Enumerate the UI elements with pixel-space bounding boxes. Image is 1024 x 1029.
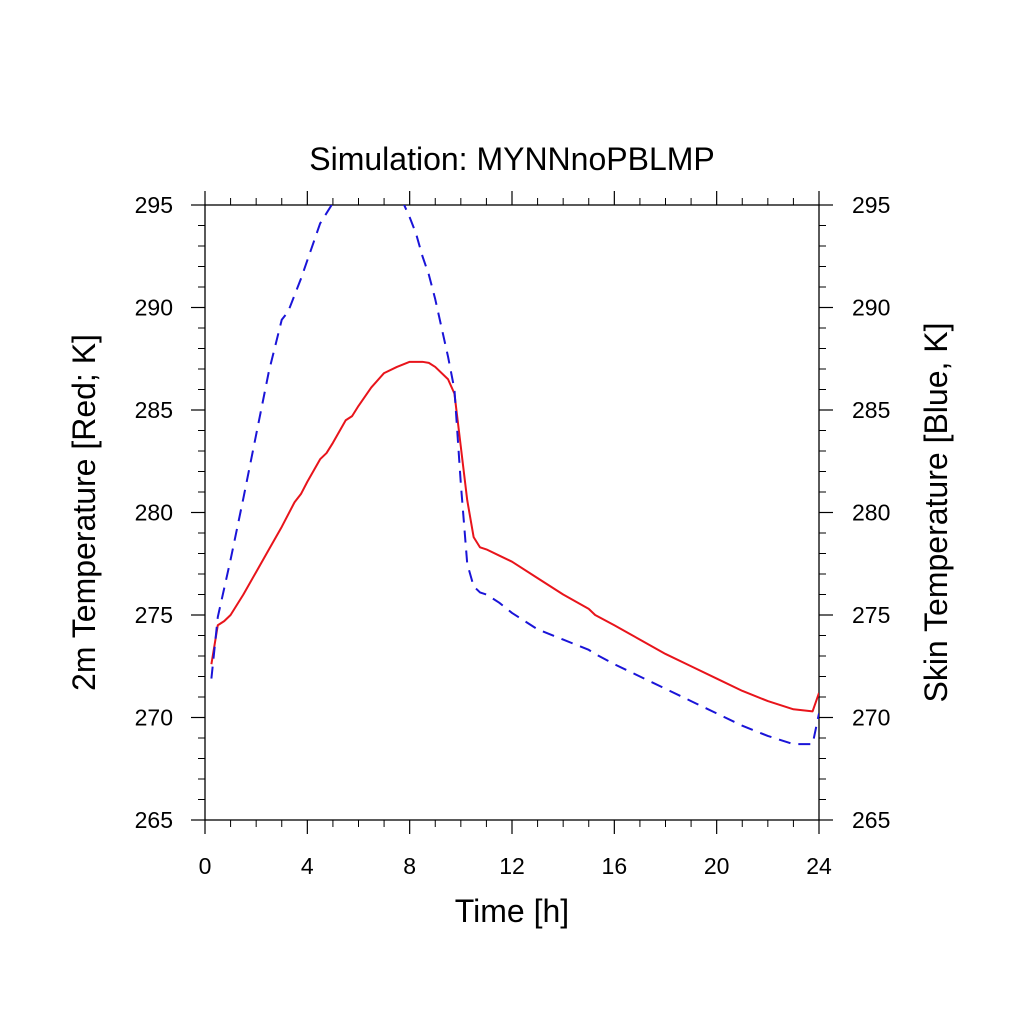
x-tick-label: 20 [704,853,730,879]
y-left-tick-label: 290 [135,295,173,321]
x-tick-label: 24 [806,853,832,879]
x-tick-label: 16 [602,853,628,879]
chart-title: Simulation: MYNNnoPBLMP [309,141,714,177]
major-ticks [191,191,833,834]
y-right-tick-label: 270 [852,705,890,731]
series-group [210,205,819,746]
x-axis-label: Time [h] [455,893,569,929]
x-tick-label: 12 [499,853,525,879]
y-right-tick-label: 290 [852,295,890,321]
series-line-skin-temperature [210,205,819,746]
y-right-tick-label: 285 [852,397,890,423]
y-left-tick-label: 285 [135,397,173,423]
y-right-tick-label: 280 [852,500,890,526]
y-left-tick-label: 265 [135,807,173,833]
y-right-tick-label: 265 [852,807,890,833]
y-left-tick-labels: 265 270 275 280 285 290 295 [135,192,173,833]
plot-frame [204,204,820,821]
x-tick-label: 4 [301,853,314,879]
y-left-tick-label: 295 [135,192,173,218]
y-right-tick-label: 275 [852,602,890,628]
y-left-axis-label: 2m Temperature [Red; K] [66,334,102,691]
plot-border [204,204,820,821]
y-right-axis-label: Skin Temperature [Blue, K] [918,322,954,702]
y-left-tick-label: 280 [135,500,173,526]
x-tick-labels: 0 4 8 12 16 20 24 [199,853,832,879]
y-right-tick-label: 295 [852,192,890,218]
y-right-tick-labels: 265 270 275 280 285 290 295 [852,192,890,833]
y-left-tick-label: 270 [135,705,173,731]
x-tick-label: 8 [403,853,416,879]
series-line-2m-temperature [210,360,819,713]
minor-ticks [198,198,826,827]
y-left-tick-label: 275 [135,602,173,628]
x-tick-label: 0 [199,853,212,879]
